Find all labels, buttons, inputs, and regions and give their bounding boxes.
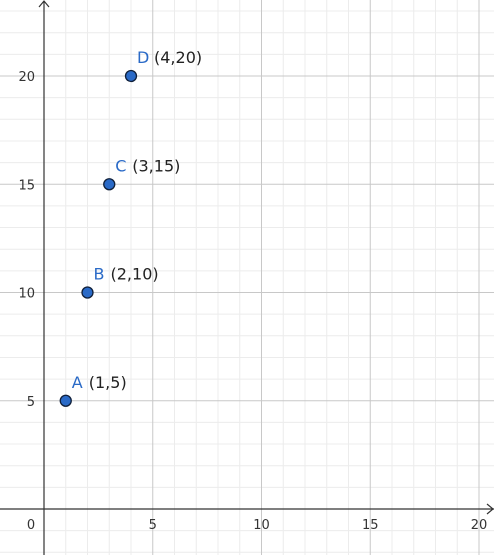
point-name-label: D bbox=[137, 48, 149, 67]
point-name-label: C bbox=[115, 156, 126, 175]
point-marker[interactable] bbox=[124, 69, 138, 83]
point-name-label: B bbox=[94, 265, 105, 284]
point-coordinate-label: (4,20) bbox=[154, 48, 202, 67]
point-b[interactable]: B (2,10) bbox=[81, 265, 159, 299]
tick-labels: 0 5 10 15 20 5 10 15 20 bbox=[18, 70, 487, 533]
point-d[interactable]: D (4,20) bbox=[124, 48, 203, 83]
point-c[interactable]: C (3,15) bbox=[103, 156, 181, 191]
point-a[interactable]: A (1,5) bbox=[59, 373, 127, 407]
y-tick-label: 15 bbox=[18, 178, 35, 193]
x-tick-label: 20 bbox=[471, 518, 488, 533]
x-axis-arrow-icon bbox=[486, 503, 494, 515]
x-tick-label: 0 bbox=[27, 518, 35, 533]
y-tick-label: 20 bbox=[18, 70, 35, 85]
point-coordinate-label: (2,10) bbox=[111, 265, 159, 284]
data-points: A (1,5) B (2,10) C (3,15) D (4,20) bbox=[59, 48, 203, 407]
y-axis-arrow-icon bbox=[38, 0, 50, 8]
x-tick-label: 10 bbox=[253, 518, 270, 533]
x-tick-label: 5 bbox=[149, 518, 157, 533]
point-marker[interactable] bbox=[59, 394, 72, 407]
point-marker[interactable] bbox=[81, 286, 94, 299]
point-name-label: A bbox=[72, 373, 83, 392]
point-coordinate-label: (3,15) bbox=[132, 156, 180, 175]
point-marker[interactable] bbox=[103, 178, 116, 191]
point-coordinate-label: (1,5) bbox=[89, 373, 127, 392]
y-tick-label: 10 bbox=[18, 287, 35, 302]
x-tick-label: 15 bbox=[362, 518, 379, 533]
y-tick-label: 5 bbox=[27, 395, 35, 410]
